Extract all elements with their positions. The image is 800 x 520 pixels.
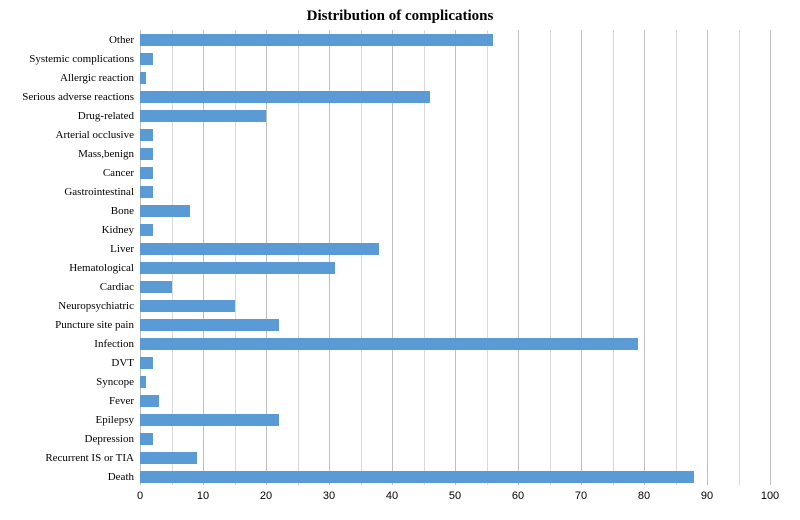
y-axis-label: Liver (4, 243, 134, 255)
bar (140, 224, 153, 236)
bar (140, 148, 153, 160)
x-axis-tick: 70 (575, 490, 587, 502)
bar (140, 433, 153, 445)
x-axis-tick: 40 (386, 490, 398, 502)
bar (140, 414, 279, 426)
y-axis-label: Drug-related (4, 110, 134, 122)
y-axis-label: Cancer (4, 167, 134, 179)
y-axis-label: Neuropsychiatric (4, 300, 134, 312)
bar (140, 395, 159, 407)
y-axis-label: Hematological (4, 262, 134, 274)
y-axis-label: Syncope (4, 376, 134, 388)
x-axis-tick: 60 (512, 490, 524, 502)
y-axis-label: Allergic reaction (4, 72, 134, 84)
y-axis-label: Systemic complications (4, 53, 134, 65)
y-axis-label: Recurrent IS or TIA (4, 452, 134, 464)
bar (140, 262, 335, 274)
chart-container: Distribution of complications Other Syste… (0, 0, 800, 520)
bar (140, 471, 694, 483)
bar (140, 167, 153, 179)
x-axis-tick: 50 (449, 490, 461, 502)
y-axis-label: Death (4, 471, 134, 483)
x-axis-tick: 100 (761, 490, 779, 502)
y-axis-label: DVT (4, 357, 134, 369)
y-axis-label: Gastrointestinal (4, 186, 134, 198)
bar (140, 376, 146, 388)
y-axis-label: Fever (4, 395, 134, 407)
bar (140, 357, 153, 369)
y-axis-label: Epilepsy (4, 414, 134, 426)
grid-line (770, 30, 771, 485)
bar (140, 129, 153, 141)
x-axis-tick: 30 (323, 490, 335, 502)
bar (140, 53, 153, 65)
bar (140, 281, 172, 293)
bar (140, 110, 266, 122)
bar (140, 452, 197, 464)
bar (140, 186, 153, 198)
y-axis-label: Puncture site pain (4, 319, 134, 331)
bar (140, 338, 638, 350)
chart-title: Distribution of complications (0, 0, 800, 29)
x-axis-tick: 20 (260, 490, 272, 502)
y-axis-label: Arterial occlusive (4, 129, 134, 141)
y-axis-label: Infection (4, 338, 134, 350)
bar (140, 319, 279, 331)
bar (140, 205, 190, 217)
y-axis-label: Other (4, 34, 134, 46)
x-axis-tick: 10 (197, 490, 209, 502)
y-axis-label: Kidney (4, 224, 134, 236)
x-axis-tick: 90 (701, 490, 713, 502)
x-axis-tick: 0 (137, 490, 143, 502)
bars-layer (140, 30, 770, 485)
y-axis-label: Serious adverse reactions (4, 91, 134, 103)
x-axis-tick: 80 (638, 490, 650, 502)
bar (140, 34, 493, 46)
bar (140, 300, 235, 312)
y-axis-label: Mass,benign (4, 148, 134, 160)
y-axis-label: Cardiac (4, 281, 134, 293)
y-axis-label: Bone (4, 205, 134, 217)
bar (140, 91, 430, 103)
bar (140, 243, 379, 255)
y-axis-label: Depression (4, 433, 134, 445)
plot-area (140, 30, 770, 485)
bar (140, 72, 146, 84)
